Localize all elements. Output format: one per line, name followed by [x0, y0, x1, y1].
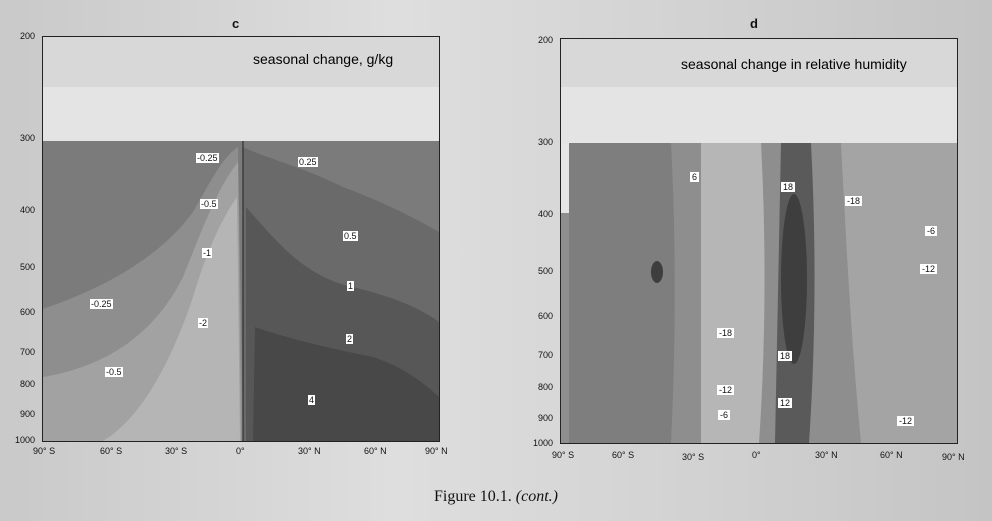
- panel-c-xtick-60s: 60° S: [100, 446, 123, 456]
- panel-d-contour-label: -12: [717, 385, 735, 395]
- panel-d-xtick-90s: 90° S: [552, 450, 575, 460]
- panel-d-small-cell: [651, 261, 663, 283]
- panel-c-contour-nh-3: [253, 327, 439, 441]
- panel-d-plot: seasonal change in relative humidity: [560, 38, 958, 444]
- panel-d-ytick-700: 700: [538, 350, 554, 360]
- panel-c-contour-label: 4: [308, 395, 316, 405]
- panel-d-ytick-300: 300: [538, 137, 554, 147]
- panel-d-contour-label: -12: [897, 416, 915, 426]
- panel-d-band-2: [701, 143, 765, 443]
- panel-c-ytick-800: 800: [20, 379, 36, 389]
- panel-c-contour-label: -0.5: [200, 199, 218, 209]
- panel-d-contour-label: -12: [920, 264, 938, 274]
- panel-d-contour-label: 18: [781, 182, 796, 192]
- panel-d-xtick-0: 0°: [752, 450, 761, 460]
- panel-c-xtick-0: 0°: [236, 446, 245, 456]
- panel-d-contour-label: 12: [778, 398, 793, 408]
- panel-d-ytick-800: 800: [538, 382, 554, 392]
- panel-d-xtick-60n: 60° N: [880, 450, 903, 460]
- panel-d-band-4: [841, 143, 957, 443]
- panel-c-ytick-700: 700: [20, 347, 36, 357]
- panel-c-inset-title: seasonal change, g/kg: [253, 51, 394, 67]
- figure-caption: Figure 10.1. (cont.): [0, 488, 992, 506]
- panel-c-contour-label: 1: [347, 281, 355, 291]
- panel-d-xtick-30n: 30° N: [815, 450, 838, 460]
- panel-c-xtick-60n: 60° N: [364, 446, 387, 456]
- panel-c-contour-label: -0.25: [90, 299, 113, 309]
- panel-d-xtick-60s: 60° S: [612, 450, 635, 460]
- panel-d-contour-label: -6: [925, 226, 938, 236]
- panel-d-missing-region: [561, 87, 957, 143]
- panel-c-xtick-30n: 30° N: [298, 446, 321, 456]
- panel-c-xtick-30s: 30° S: [165, 446, 188, 456]
- panel-c-ytick-500: 500: [20, 262, 36, 272]
- panel-d-top-band: [561, 39, 957, 87]
- panel-d-band-core: [781, 194, 807, 364]
- panel-c-contour-label: 2: [346, 334, 354, 344]
- panel-c-contour-label: -0.5: [105, 367, 123, 377]
- panel-d-band-1: [569, 143, 675, 443]
- panel-d-xtick-30s: 30° S: [682, 452, 705, 462]
- panel-d-ytick-900: 900: [538, 413, 554, 423]
- panel-d-contour-label: -6: [718, 410, 731, 420]
- panel-d-ytick-600: 600: [538, 311, 554, 321]
- panel-c-plot: seasonal change, g/kg: [42, 36, 440, 442]
- panel-c-ytick-600: 600: [20, 307, 36, 317]
- panel-d-letter: d: [750, 16, 758, 31]
- panel-d-ytick-200: 200: [538, 35, 554, 45]
- panel-d-ytick-400: 400: [538, 209, 554, 219]
- panel-c-ytick-300: 300: [20, 133, 36, 143]
- panel-c-contour-svg: [43, 37, 439, 441]
- panel-c-xtick-90s: 90° S: [33, 446, 56, 456]
- figure-caption-label: Figure 10.1.: [434, 488, 512, 505]
- panel-d-contour-label: 6: [690, 172, 700, 182]
- panel-c-letter: c: [232, 16, 240, 31]
- panel-c-missing-region: [43, 87, 439, 141]
- panel-d-xtick-90n: 90° N: [942, 452, 965, 462]
- panel-d-inset-title: seasonal change in relative humidity: [681, 56, 907, 72]
- panel-c-xtick-90n: 90° N: [425, 446, 448, 456]
- panel-d-ytick-500: 500: [538, 266, 554, 276]
- panel-c-contour-label: 0.25: [298, 157, 318, 167]
- panel-d-contour-svg: [561, 39, 957, 443]
- panel-d-ytick-1000: 1000: [533, 438, 554, 448]
- panel-c-ytick-1000: 1000: [15, 435, 36, 445]
- panel-c-contour-label: -0.25: [196, 153, 219, 163]
- panel-c-top-band: [43, 37, 439, 87]
- panel-d-contour-label: -18: [845, 196, 863, 206]
- panel-d-left-gap: [561, 143, 569, 213]
- panel-c-contour-label: -2: [198, 318, 209, 328]
- panel-c-contour-label: -1: [202, 248, 213, 258]
- panel-c-ytick-200: 200: [20, 31, 36, 41]
- panel-d-contour-label: 18: [778, 351, 793, 361]
- panel-d-contour-label: -18: [717, 328, 735, 338]
- figure-caption-note: (cont.): [515, 488, 558, 505]
- panel-c-ytick-900: 900: [20, 409, 36, 419]
- panel-c-contour-label: 0.5: [343, 231, 358, 241]
- panel-c-contour-sh-3: [103, 197, 240, 441]
- panel-c-ytick-400: 400: [20, 205, 36, 215]
